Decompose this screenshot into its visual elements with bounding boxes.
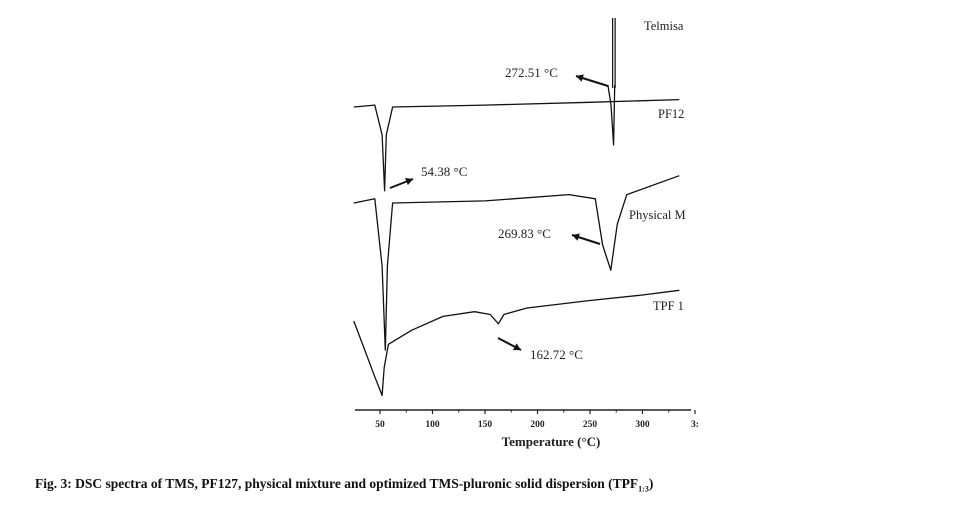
x-tick-label: 300 bbox=[635, 420, 650, 430]
caption-subscript: 1:3 bbox=[638, 484, 649, 494]
peak-arrowhead bbox=[572, 233, 580, 241]
series-label: PF12 bbox=[658, 107, 684, 121]
peak-arrowhead bbox=[513, 343, 521, 351]
peak-label: 269.83 °C bbox=[498, 226, 551, 241]
series-line bbox=[607, 84, 616, 146]
series-label: Physical M bbox=[629, 208, 686, 222]
series-label: TPF 1 bbox=[653, 299, 684, 313]
peak-arrowhead bbox=[576, 74, 584, 82]
caption-end: ) bbox=[648, 476, 654, 491]
x-axis-label: Temperature (°C) bbox=[502, 434, 601, 449]
series-line bbox=[353, 98, 680, 192]
series-line bbox=[353, 289, 680, 397]
series-curves bbox=[353, 18, 680, 397]
series-labels: Telmisa PF12 Physical M TPF 1 bbox=[629, 19, 686, 313]
x-tick-label: 200 bbox=[530, 420, 545, 430]
peak-label: 272.51 °C bbox=[505, 65, 558, 80]
series-label: Telmisa bbox=[644, 19, 684, 33]
peak-label: 162.72 °C bbox=[530, 347, 583, 362]
peak-annotations: 272.51 °C 54.38 °C 269.83 °C 162.72 °C bbox=[389, 65, 609, 362]
x-tick-label: 150 bbox=[478, 420, 493, 430]
x-tick-label: 100 bbox=[425, 420, 440, 430]
figure-caption: Fig. 3: DSC spectra of TMS, PF127, physi… bbox=[35, 476, 935, 494]
peak-arrowhead bbox=[405, 177, 413, 186]
x-tick-label: 3: bbox=[691, 420, 699, 430]
x-tick-label: 250 bbox=[583, 420, 598, 430]
caption-text: Fig. 3: DSC spectra of TMS, PF127, physi… bbox=[35, 476, 639, 491]
peak-label: 54.38 °C bbox=[421, 164, 467, 179]
x-axis-ticks: 50 100 150 200 250 300 3: bbox=[375, 410, 699, 430]
x-tick-label: 50 bbox=[375, 420, 385, 430]
series-line bbox=[353, 175, 680, 351]
